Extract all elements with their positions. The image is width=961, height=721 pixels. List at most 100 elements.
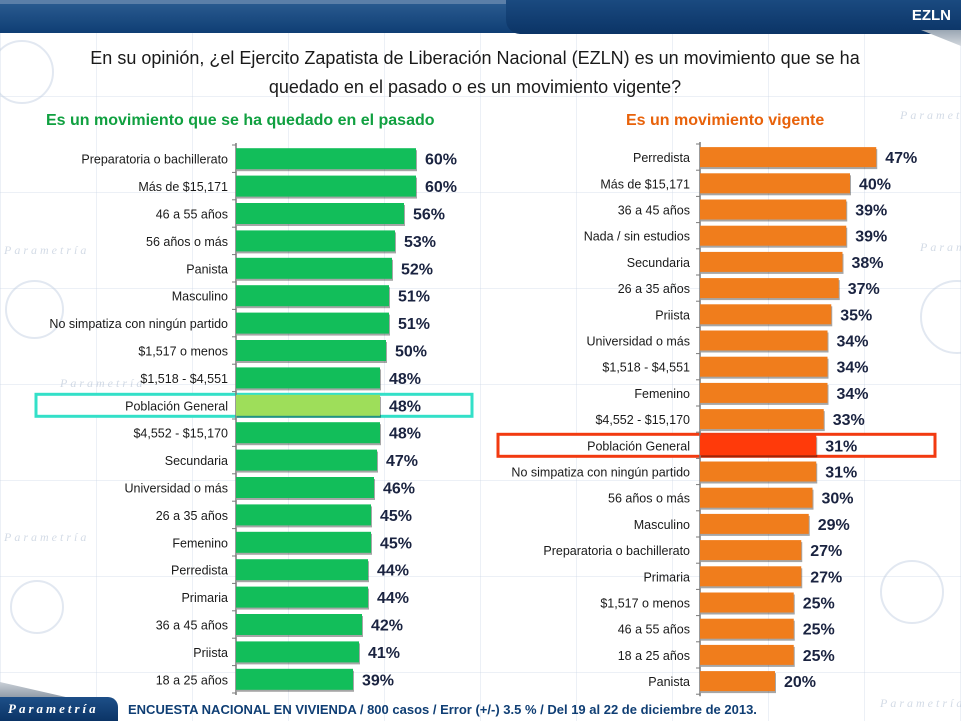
left-value-label: 45% <box>380 508 412 525</box>
left-category-label: Primaria <box>181 591 228 605</box>
left-value-label: 39% <box>362 672 394 689</box>
brand-logo: Parametría <box>8 701 99 716</box>
left-value-label: 56% <box>413 207 445 224</box>
left-bar <box>236 504 371 526</box>
right-bar <box>700 251 843 272</box>
right-bar <box>700 618 794 639</box>
left-category-label: No simpatiza con ningún partido <box>49 317 228 331</box>
left-bar <box>236 449 377 471</box>
right-bar <box>700 644 794 665</box>
right-category-label: Población General <box>587 439 690 453</box>
left-chart-title: Es un movimiento que se ha quedado en el… <box>46 112 435 129</box>
right-bar <box>700 566 802 587</box>
right-category-label: Preparatoria o bachillerato <box>543 544 690 558</box>
left-bar <box>236 559 368 581</box>
left-category-label: Masculino <box>172 290 228 304</box>
right-bar <box>700 173 850 194</box>
right-category-label: 26 a 35 años <box>618 282 690 296</box>
left-category-label: $4,552 - $15,170 <box>133 427 228 441</box>
right-bar <box>700 356 828 377</box>
right-chart-title: Es un movimiento vigente <box>626 112 825 129</box>
right-bar <box>700 540 802 561</box>
left-category-label: 18 a 25 años <box>156 673 228 687</box>
left-value-label: 48% <box>389 398 421 415</box>
left-category-label: 36 a 45 años <box>156 619 228 633</box>
right-category-label: Masculino <box>634 518 690 532</box>
right-category-label: Secundaria <box>627 256 690 270</box>
left-category-label: Femenino <box>172 536 228 550</box>
left-value-label: 42% <box>371 618 403 635</box>
left-category-label: Población General <box>125 399 228 413</box>
left-category-label: Más de $15,171 <box>138 180 228 194</box>
right-bar <box>700 513 809 534</box>
left-value-label: 48% <box>389 426 421 443</box>
header-accent-line <box>0 0 961 4</box>
right-category-label: Nada / sin estudios <box>584 230 690 244</box>
right-bar <box>700 671 775 692</box>
right-bar <box>700 199 847 220</box>
left-category-label: $1,517 o menos <box>138 345 228 359</box>
right-value-label: 34% <box>837 334 869 351</box>
left-bar <box>236 175 416 197</box>
left-value-label: 52% <box>401 261 433 278</box>
left-bar <box>236 422 380 444</box>
right-category-label: 36 a 45 años <box>618 204 690 218</box>
left-value-label: 47% <box>386 453 418 470</box>
right-bar <box>700 147 877 168</box>
right-value-label: 33% <box>833 412 865 429</box>
left-category-label: 56 años o más <box>146 235 228 249</box>
right-category-label: 46 a 55 años <box>618 623 690 637</box>
left-value-label: 44% <box>377 563 409 580</box>
left-bar <box>236 312 389 334</box>
left-category-label: 46 a 55 años <box>156 208 228 222</box>
right-value-label: 39% <box>855 203 887 220</box>
left-category-label: Secundaria <box>165 454 228 468</box>
right-category-label: $4,552 - $15,170 <box>595 413 690 427</box>
left-category-label: Panista <box>186 262 228 276</box>
left-value-label: 50% <box>395 344 427 361</box>
left-bar <box>236 394 380 416</box>
left-bar <box>236 477 374 498</box>
left-bar <box>236 367 380 389</box>
left-value-label: 53% <box>404 234 436 251</box>
left-value-label: 45% <box>380 535 412 552</box>
left-category-label: Preparatoria o bachillerato <box>81 153 228 167</box>
right-bar <box>700 382 828 403</box>
right-category-label: Perredista <box>633 151 690 165</box>
left-bar <box>236 614 362 635</box>
right-value-label: 37% <box>848 281 880 298</box>
right-value-label: 31% <box>825 438 857 455</box>
right-bar <box>700 330 828 351</box>
right-bar <box>700 225 847 246</box>
question-title: En su opinión, ¿el Ejercito Zapatista de… <box>90 48 860 97</box>
left-value-label: 41% <box>368 645 400 662</box>
right-category-label: $1,518 - $4,551 <box>602 361 690 375</box>
right-bar <box>700 304 832 325</box>
left-value-label: 51% <box>398 289 430 306</box>
right-bar <box>700 435 817 456</box>
left-category-label: 26 a 35 años <box>156 509 228 523</box>
left-bar <box>236 148 416 170</box>
right-bar <box>700 487 813 508</box>
left-bar <box>236 230 395 252</box>
right-category-label: No simpatiza con ningún partido <box>511 466 690 480</box>
right-value-label: 25% <box>803 596 835 613</box>
right-value-label: 20% <box>784 674 816 691</box>
right-category-label: Primaria <box>643 570 690 584</box>
left-bar <box>236 531 371 553</box>
left-bar <box>236 668 353 690</box>
right-value-label: 47% <box>885 150 917 167</box>
left-bar <box>236 340 386 361</box>
right-category-label: Priista <box>655 308 690 322</box>
left-bar <box>236 203 404 224</box>
right-value-label: 27% <box>810 569 842 586</box>
left-category-label: Universidad o más <box>124 482 228 496</box>
left-category-label: Perredista <box>171 564 228 578</box>
right-category-label: 56 años o más <box>608 492 690 506</box>
right-category-label: Femenino <box>634 387 690 401</box>
left-value-label: 46% <box>383 481 415 498</box>
right-value-label: 35% <box>840 307 872 324</box>
section-title: EZLN <box>911 7 951 24</box>
left-value-label: 60% <box>425 152 457 169</box>
left-bar <box>236 285 389 307</box>
